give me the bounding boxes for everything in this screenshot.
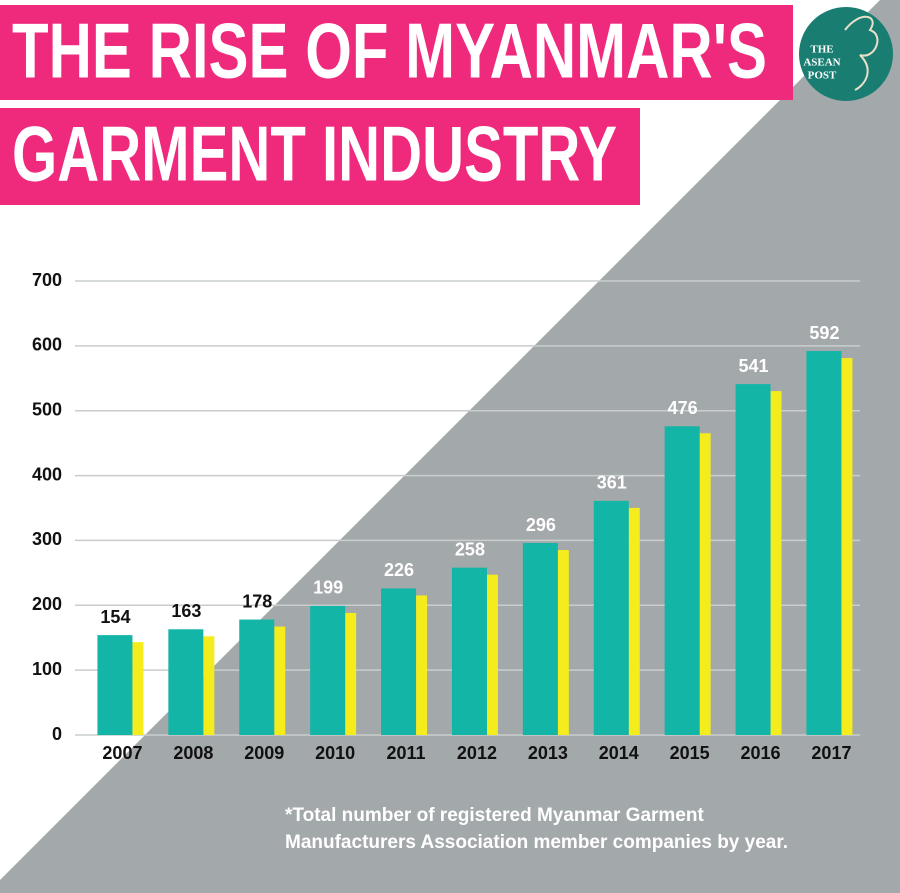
bar [806,351,842,735]
logo-text: THE [810,44,833,56]
y-tick-label: 200 [32,594,62,614]
value-label: 476 [668,398,698,418]
title-box [0,5,793,100]
x-tick-label: 2015 [670,743,710,763]
value-label: 541 [739,356,769,376]
y-tick-label: 0 [52,724,62,744]
bar [239,619,275,735]
y-tick-label: 600 [32,335,62,355]
bar-shadow [203,636,215,735]
x-tick-label: 2008 [173,743,213,763]
value-label: 592 [809,323,839,343]
bar [97,635,133,735]
bar [735,384,771,735]
bar [522,543,558,735]
logo-text: ASEAN [803,57,840,69]
bar [168,629,204,735]
footnote: Manufacturers Association member compani… [285,832,788,853]
bar-shadow [274,626,286,735]
bar [593,500,629,735]
bar [664,426,700,735]
bar-shadow [416,595,428,735]
bar-shadow [699,433,711,735]
x-tick-label: 2010 [315,743,355,763]
bar-shadow [132,642,144,735]
y-tick-label: 500 [32,399,62,419]
x-tick-label: 2007 [102,743,142,763]
bar-shadow [557,550,569,735]
chart-title: THE RISE OF MYANMAR'S [12,7,767,95]
x-tick-label: 2013 [528,743,568,763]
x-tick-label: 2012 [457,743,497,763]
y-tick-label: 100 [32,659,62,679]
y-tick-label: 700 [32,270,62,290]
y-tick-label: 300 [32,529,62,549]
value-label: 163 [171,601,201,621]
bar [451,567,487,735]
bar [310,605,346,735]
x-tick-label: 2016 [741,743,781,763]
x-tick-label: 2011 [387,743,426,763]
bar-shadow [486,574,498,735]
x-tick-label: 2014 [599,743,639,763]
title-box [0,108,640,205]
value-label: 154 [100,607,130,627]
logo-bird [844,15,879,91]
value-label: 258 [455,539,485,559]
bar [381,588,417,735]
bar-shadow [841,358,853,735]
chart-title: GARMENT INDUSTRY [12,110,617,198]
x-tick-label: 2009 [244,743,284,763]
value-label: 226 [384,560,414,580]
bar-shadow [770,391,782,735]
footnote: *Total number of registered Myanmar Garm… [285,805,704,826]
bar-shadow [345,612,357,735]
logo-text: POST [808,70,837,82]
x-tick-label: 2017 [811,743,851,763]
value-label: 361 [597,473,627,493]
value-label: 296 [526,515,556,535]
plot: 0 100 200 300 400 500 600 700 2007 154 2008 163 2009… [32,270,860,763]
bar-shadow [628,507,640,735]
y-tick-label: 400 [32,464,62,484]
value-label: 199 [313,578,343,598]
value-label: 178 [242,591,272,611]
